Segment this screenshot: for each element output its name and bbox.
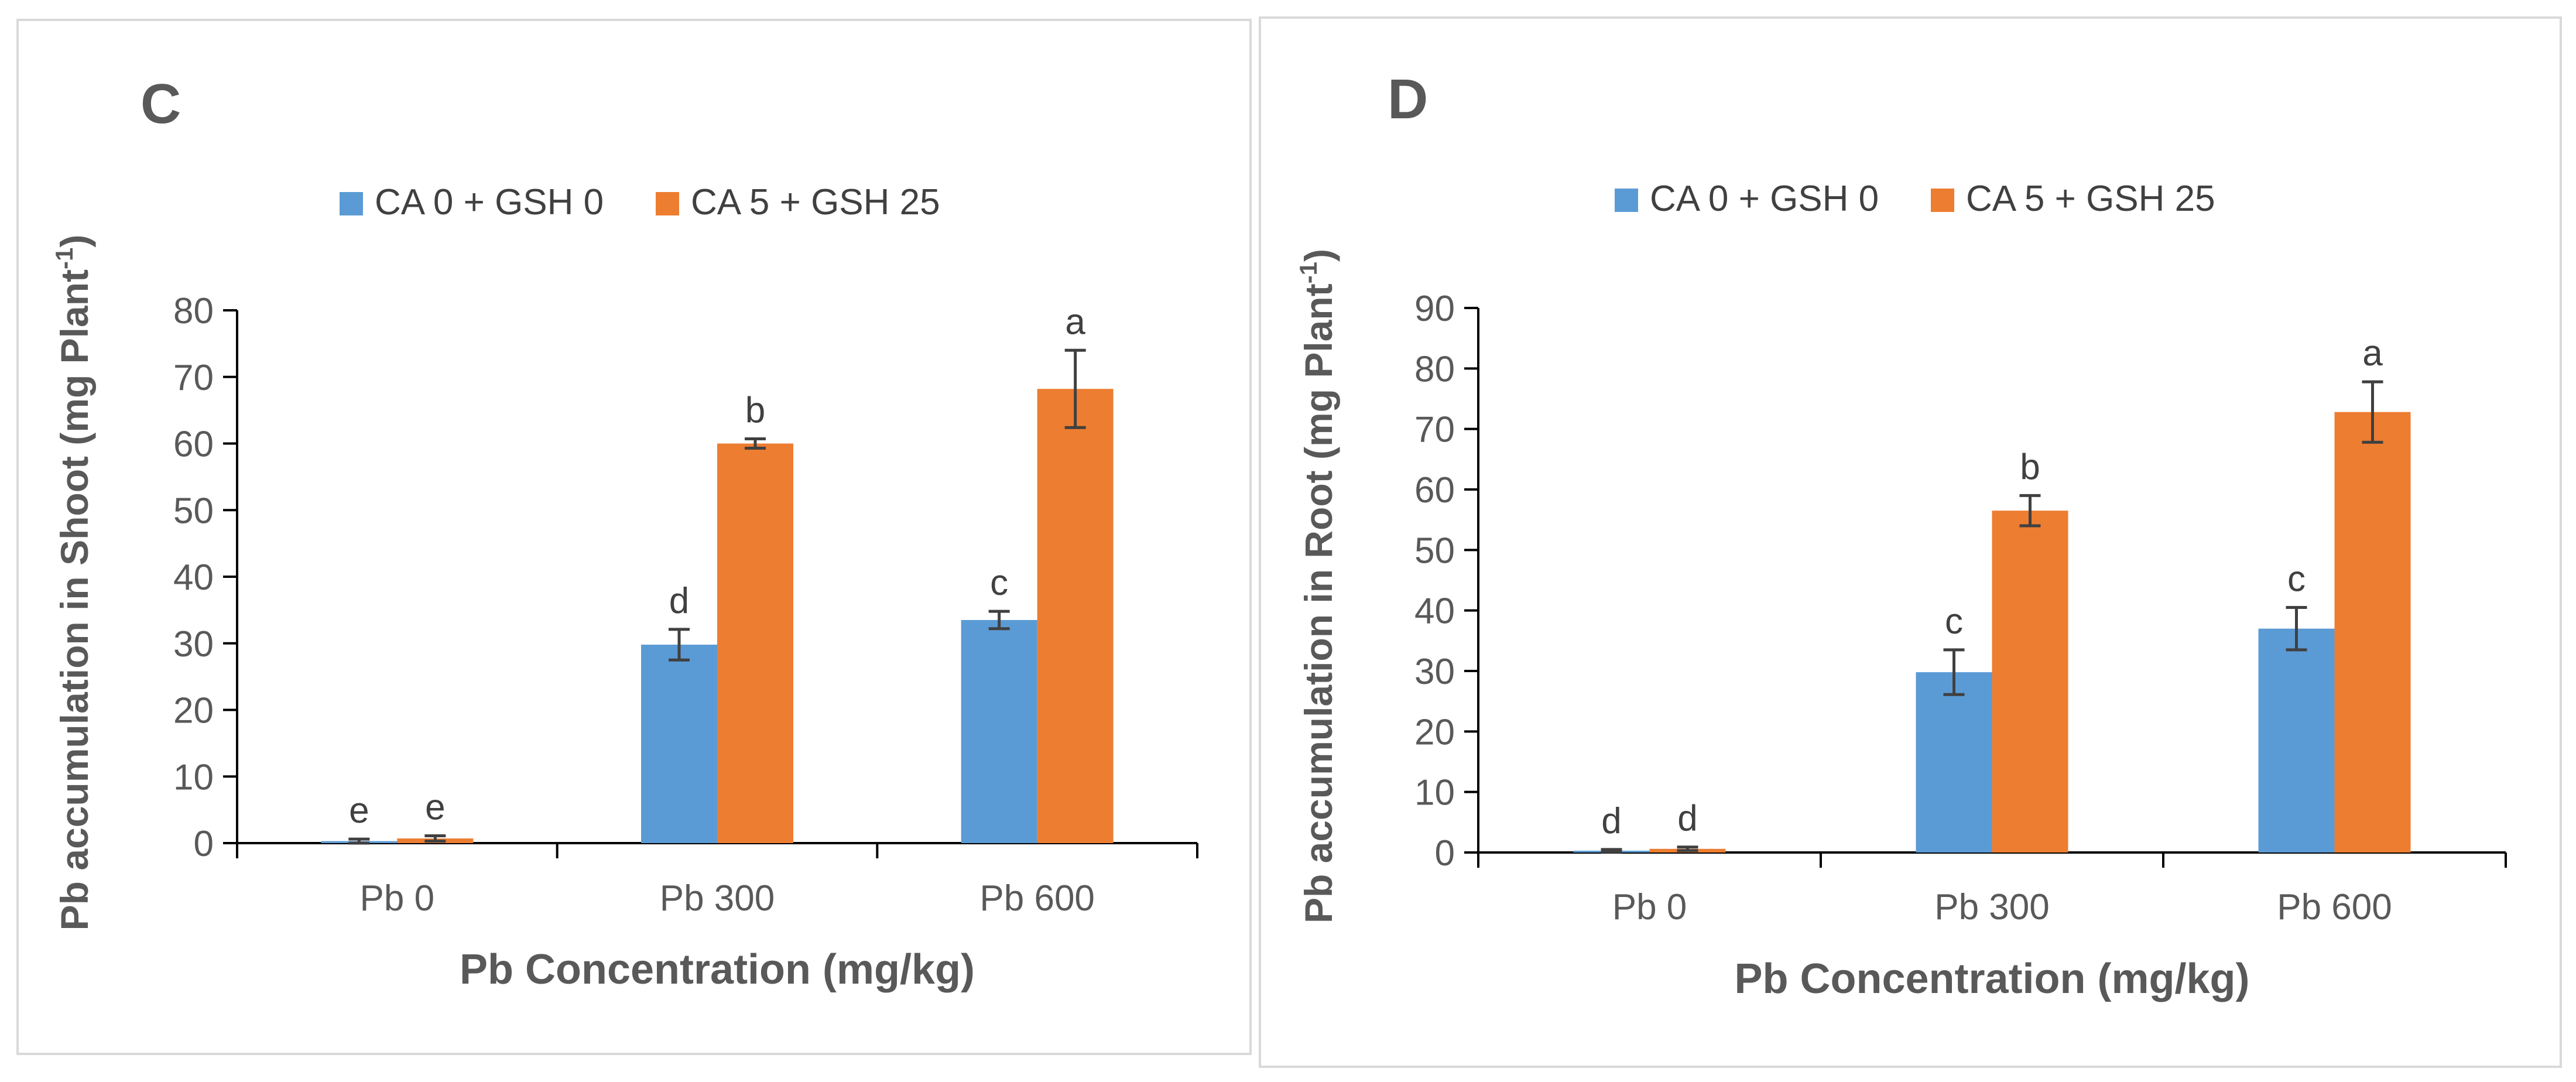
y-tick-label: 40 [1414, 591, 1455, 632]
significance-letter: a [2362, 333, 2383, 374]
legend-label: CA 5 + GSH 25 [691, 182, 940, 222]
chart-panel-d: D CA 0 + GSH 0 CA 5 + GSH 25 0 10 20 30 40 50 60 7… [1294, 68, 2507, 1002]
y-tick-label: 40 [173, 557, 214, 598]
y-axis-title: Pb accumulation in Root (mg Plant-1) [1294, 249, 1340, 923]
bar [961, 619, 1037, 843]
y-tick-label: 90 [1414, 289, 1455, 329]
significance-letter: d [1677, 799, 1697, 839]
y-tick-label: 10 [1414, 773, 1455, 813]
y-tick-label: 60 [173, 424, 214, 465]
y-axis-title-close: ) [1297, 249, 1340, 262]
significance-letter: c [2287, 559, 2306, 600]
bar [1992, 511, 2068, 852]
significance-letter: d [1601, 801, 1621, 841]
bar [2334, 412, 2411, 852]
x-tick-label: Pb 600 [2277, 887, 2392, 927]
chart-panel-c: C CA 0 + GSH 0 CA 5 + GSH 25 0 10 20 30 40 50 60 7… [50, 73, 1198, 993]
legend-swatch [1615, 189, 1638, 212]
y-axis-title-superscript: -1 [1294, 262, 1322, 283]
y-axis-title-close: ) [53, 235, 96, 248]
significance-letter: b [2020, 447, 2040, 487]
panel-label: C [141, 73, 181, 135]
x-tick-label: Pb 600 [979, 878, 1095, 919]
legend-label: CA 0 + GSH 0 [375, 182, 604, 222]
bar [1916, 672, 1992, 852]
x-tick-label: Pb 0 [360, 878, 435, 919]
bar [717, 443, 793, 843]
significance-letter: c [990, 563, 1008, 603]
y-tick-label: 50 [1414, 530, 1455, 571]
y-tick-label: 30 [173, 624, 214, 665]
y-tick-label: 80 [173, 291, 214, 331]
significance-letter: e [425, 787, 445, 827]
x-axis-title: Pb Concentration (mg/kg) [460, 946, 975, 993]
legend-label: CA 0 + GSH 0 [1650, 179, 1879, 219]
significance-letter: b [745, 391, 765, 431]
bar [1037, 389, 1114, 843]
legend-label: CA 5 + GSH 25 [1966, 179, 2215, 219]
y-tick-label: 30 [1414, 652, 1455, 692]
bar [2258, 628, 2335, 852]
legend-swatch [656, 192, 679, 215]
y-tick-label: 0 [194, 824, 214, 864]
y-tick-label: 20 [1414, 712, 1455, 752]
y-tick-label: 60 [1414, 470, 1455, 511]
y-axis-title-main: Pb accumulation in Root (mg Plant [1297, 283, 1340, 923]
y-tick-label: 50 [173, 491, 214, 531]
x-tick-label: Pb 300 [660, 878, 775, 919]
y-tick-label: 70 [173, 358, 214, 398]
y-tick-label: 20 [173, 691, 214, 731]
y-tick-label: 10 [173, 757, 214, 797]
significance-letter: a [1065, 302, 1085, 342]
y-tick-label: 80 [1414, 349, 1455, 389]
y-tick-label: 0 [1435, 833, 1455, 874]
x-tick-label: Pb 0 [1612, 887, 1687, 927]
panel-label: D [1388, 68, 1428, 131]
legend-swatch [1931, 189, 1954, 212]
significance-letter: e [349, 790, 369, 831]
y-axis-title: Pb accumulation in Shoot (mg Plant-1) [50, 235, 96, 931]
bar [641, 645, 717, 843]
y-axis-title-main: Pb accumulation in Shoot (mg Plant [53, 269, 96, 930]
x-axis-title: Pb Concentration (mg/kg) [1735, 956, 2250, 1002]
y-tick-label: 70 [1414, 410, 1455, 450]
legend-swatch [340, 192, 363, 215]
x-tick-label: Pb 300 [1934, 887, 2050, 927]
significance-letter: c [1945, 601, 1963, 642]
significance-letter: d [669, 581, 689, 621]
y-axis-title-superscript: -1 [50, 248, 78, 269]
